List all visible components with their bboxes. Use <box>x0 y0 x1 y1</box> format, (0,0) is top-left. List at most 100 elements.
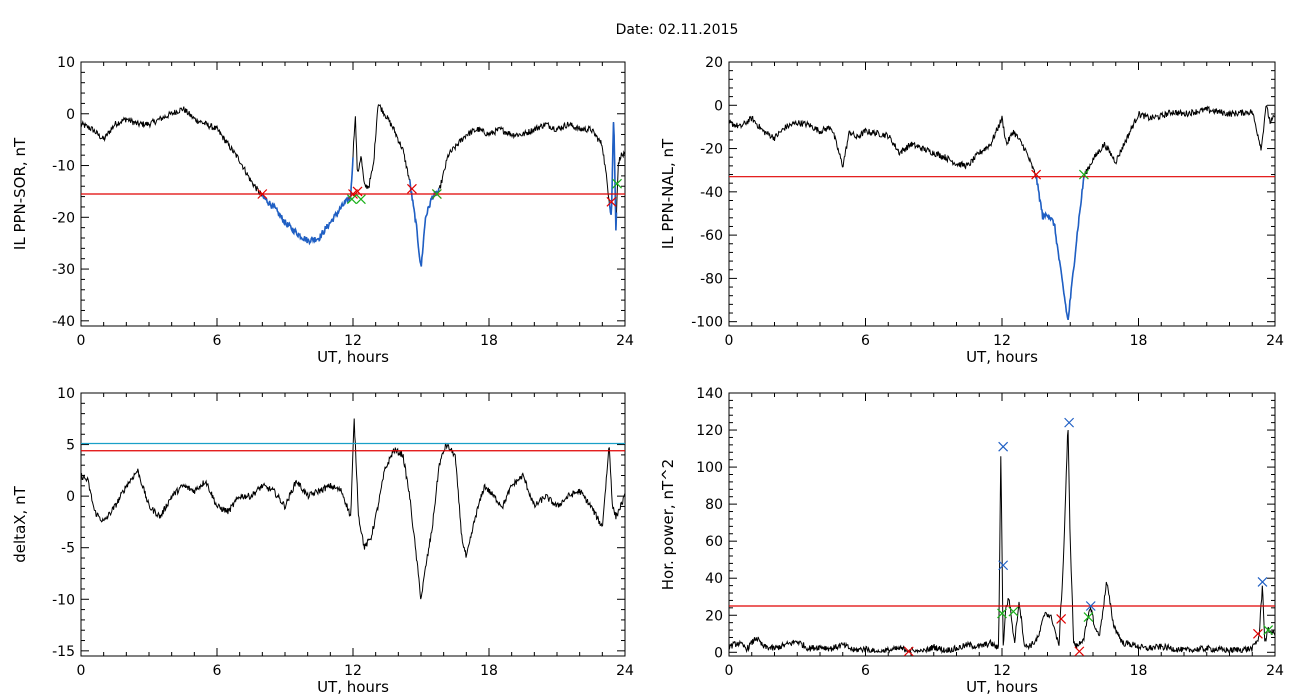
x-tick-label: 24 <box>616 333 634 349</box>
marker-stroke <box>1056 614 1067 624</box>
marker-red <box>407 183 417 194</box>
x-axis-label: UT, hours <box>317 678 389 696</box>
y-tick-label: -30 <box>52 262 75 278</box>
y-tick-label: -15 <box>52 644 75 660</box>
x-tick-label: 12 <box>344 663 362 679</box>
x-tick-label: 18 <box>1130 663 1148 679</box>
y-tick-label: 0 <box>66 489 75 505</box>
marker-stroke <box>1263 625 1274 635</box>
y-tick-label: 60 <box>705 534 723 550</box>
panel-deltax: 0 6 12 18 24 -15 -10 -5 0 5 10 UT, hours deltaX, nT <box>11 386 634 696</box>
marker-stroke <box>612 178 622 189</box>
y-tick-label: -100 <box>691 315 723 331</box>
y-tick-label: 100 <box>696 460 723 476</box>
y-tick-label: 20 <box>705 608 723 624</box>
marker-stroke <box>431 189 442 199</box>
highlight-segment <box>409 179 440 267</box>
x-tick-label: 12 <box>993 663 1011 679</box>
series-line <box>81 418 625 600</box>
panel-il-sor: 0 6 12 18 24 -40 -30 -20 -10 0 10 UT, hours IL PPN-S… <box>11 55 634 366</box>
y-tick-label: -80 <box>700 271 723 287</box>
marker-red <box>257 189 268 199</box>
marker-green <box>1263 625 1274 635</box>
marker-red <box>1253 628 1263 639</box>
marker-blue <box>998 560 1009 571</box>
x-tick-label: 0 <box>77 663 86 679</box>
x-axis-label: UT, hours <box>966 678 1038 696</box>
marker-stroke <box>903 646 914 656</box>
y-tick-label: -10 <box>52 159 75 175</box>
y-tick-label: -20 <box>52 210 75 226</box>
panel-hor-power: 0 6 12 18 24 0 20 40 60 80 100 120 140 UT, hours Hor. … <box>659 386 1284 696</box>
y-tick-label: 40 <box>705 571 723 587</box>
plot-area <box>81 418 625 600</box>
y-tick-label: -5 <box>61 541 75 557</box>
marker-green <box>612 178 622 189</box>
marker-green <box>356 194 366 205</box>
x-tick-label: 24 <box>1266 663 1284 679</box>
marker-stroke <box>997 608 1007 619</box>
marker-stroke <box>407 183 417 194</box>
y-tick-label: 0 <box>66 107 75 123</box>
x-tick-label: 18 <box>480 333 498 349</box>
marker-stroke <box>1253 628 1263 639</box>
x-tick-label: 0 <box>725 663 734 679</box>
y-tick-label: 5 <box>66 438 75 454</box>
marker-stroke <box>1085 601 1096 611</box>
y-tick-label: 10 <box>57 55 75 71</box>
marker-stroke <box>1074 646 1085 656</box>
marker-blue <box>1064 417 1075 428</box>
y-tick-label: -40 <box>52 314 75 330</box>
x-axis-label: UT, hours <box>966 348 1038 366</box>
marker-blue <box>998 441 1009 452</box>
y-tick-label: -60 <box>700 228 723 244</box>
marker-green <box>431 189 442 199</box>
panel-il-nal: 0 6 12 18 24 -100 -80 -60 -40 -20 0 20 UT, hours IL P… <box>659 55 1284 366</box>
plot-area <box>729 417 1275 656</box>
marker-blue <box>1085 601 1096 611</box>
marker-stroke <box>1078 169 1089 180</box>
y-axis-label: deltaX, nT <box>11 485 29 562</box>
marker-stroke <box>356 194 366 205</box>
marker-stroke <box>352 186 363 197</box>
x-tick-label: 24 <box>1266 333 1284 349</box>
x-tick-label: 12 <box>993 333 1011 349</box>
y-tick-label: 120 <box>696 423 723 439</box>
marker-red <box>1056 614 1067 624</box>
y-tick-label: 20 <box>705 55 723 71</box>
page-title: Date: 02.11.2015 <box>616 22 739 38</box>
marker-red <box>1031 169 1042 180</box>
x-tick-label: 0 <box>725 333 734 349</box>
x-tick-label: 6 <box>861 663 870 679</box>
marker-stroke <box>1008 606 1019 617</box>
marker-stroke <box>606 196 617 207</box>
series-line <box>729 105 1275 320</box>
x-tick-label: 0 <box>77 333 86 349</box>
x-tick-label: 18 <box>480 663 498 679</box>
marker-red <box>1074 646 1085 656</box>
plot-frame <box>728 61 1276 327</box>
marker-green <box>1078 169 1089 180</box>
marker-blue <box>1257 576 1268 587</box>
y-tick-label: 0 <box>714 645 723 661</box>
marker-stroke <box>1257 576 1268 587</box>
y-tick-label: 10 <box>57 386 75 402</box>
highlight-segment <box>1035 176 1085 320</box>
plot-area <box>729 105 1275 320</box>
plot-area <box>81 104 625 267</box>
marker-green <box>1008 606 1019 617</box>
series-line <box>729 429 1275 655</box>
highlight-segment <box>608 122 618 231</box>
marker-stroke <box>346 194 357 205</box>
y-tick-label: 0 <box>714 98 723 114</box>
x-tick-label: 6 <box>213 663 222 679</box>
x-tick-label: 6 <box>213 333 222 349</box>
marker-stroke <box>998 441 1009 452</box>
marker-stroke <box>257 189 268 199</box>
marker-green <box>346 194 357 205</box>
y-tick-label: 80 <box>705 497 723 513</box>
series-line <box>81 104 625 267</box>
x-tick-label: 18 <box>1130 333 1148 349</box>
y-axis-label: IL PPN-SOR, nT <box>11 137 29 250</box>
